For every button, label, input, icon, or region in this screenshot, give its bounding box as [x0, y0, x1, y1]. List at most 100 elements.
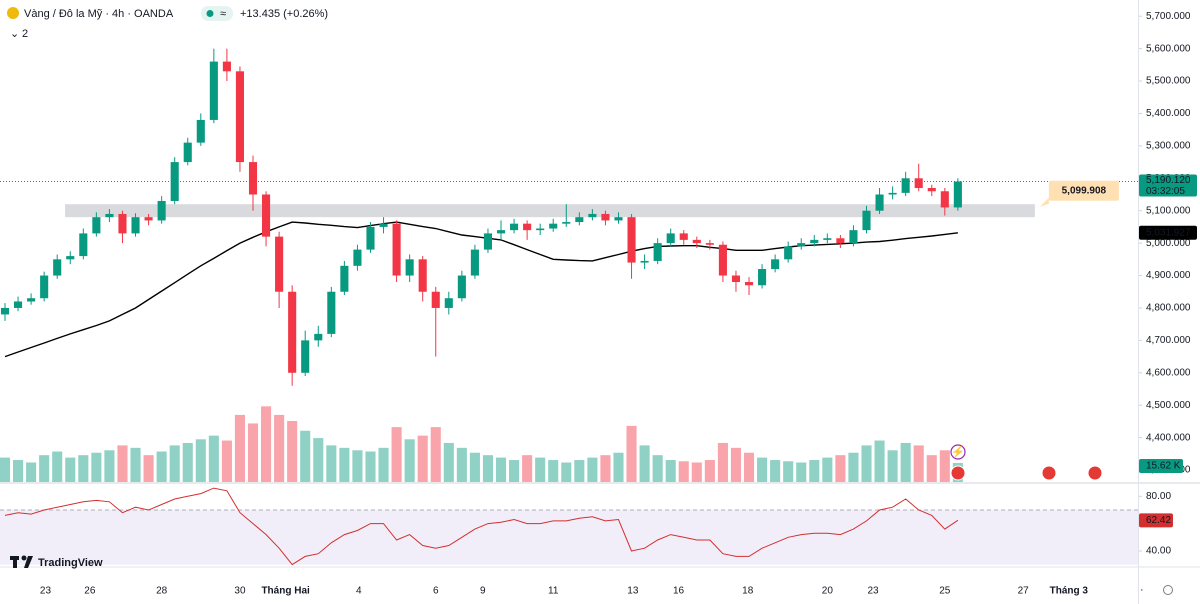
- price-change: +13.435 (+0.26%): [240, 8, 328, 20]
- x-tick-label: 11: [548, 586, 559, 597]
- volume-bar: [143, 455, 154, 482]
- volume-bar: [522, 455, 533, 482]
- volume-bar: [874, 440, 885, 482]
- volume-bar: [743, 452, 755, 482]
- event-icon[interactable]: [950, 444, 966, 460]
- candle-body: [953, 181, 962, 208]
- x-tick-label: 16: [673, 586, 685, 597]
- last-price-box: [1139, 174, 1197, 197]
- volume-bar: [39, 455, 50, 482]
- candle-body: [927, 188, 936, 192]
- candle-body: [14, 301, 23, 308]
- rsi-tick-label: 40.00: [1146, 546, 1171, 557]
- symbol-title: Vàng / Đô la Mỹ · 4h · OANDA: [24, 8, 174, 20]
- candle-body: [914, 178, 923, 189]
- candle-body: [523, 223, 532, 231]
- volume-bar: [613, 452, 624, 482]
- volume-bar: [887, 450, 898, 482]
- volume-bar: [783, 461, 794, 482]
- volume-bar: [561, 462, 572, 482]
- candle-body: [679, 233, 688, 240]
- volume-bar: [300, 430, 311, 482]
- candle-body: [601, 213, 610, 221]
- price-zone: [65, 204, 1035, 218]
- candle-body: [575, 217, 584, 223]
- volume-bar: [548, 460, 559, 482]
- volume-bar: [443, 442, 454, 482]
- volume-bar: [78, 455, 89, 482]
- volume-bar: [848, 452, 859, 482]
- volume-bar: [626, 425, 637, 482]
- candle-body: [131, 217, 140, 234]
- event-flag[interactable]: [950, 465, 966, 481]
- axis-menu[interactable]: ·: [1140, 584, 1144, 596]
- volume-bar: [417, 435, 428, 482]
- volume-bar: [91, 452, 102, 482]
- status-icon: ≈: [220, 8, 226, 20]
- collapse-icon[interactable]: ⌄: [10, 28, 19, 40]
- volume-bar: [913, 445, 924, 482]
- volume-bar: [600, 455, 611, 482]
- volume-bar: [809, 460, 820, 482]
- status-pill: [201, 6, 233, 21]
- x-tick-label: 26: [84, 586, 96, 597]
- candle-body: [157, 200, 166, 221]
- y-tick-label: 4,600.000: [1146, 367, 1191, 378]
- candle-body: [666, 233, 675, 244]
- candle-body: [262, 194, 271, 237]
- volume-bar: [352, 450, 363, 482]
- volume-bar: [574, 460, 585, 482]
- volume-bar: [900, 442, 911, 482]
- event-flag[interactable]: [1087, 465, 1103, 481]
- candle-body: [118, 213, 127, 234]
- volume-bar: [287, 421, 298, 482]
- candle-body: [444, 298, 453, 308]
- annotation-box: [1048, 180, 1119, 201]
- candle-body: [53, 259, 62, 276]
- candle-body: [705, 243, 714, 245]
- logo-part: [13, 556, 17, 568]
- candle-body: [209, 61, 218, 120]
- candle-body: [144, 217, 153, 221]
- volume-bar: [495, 457, 507, 482]
- y-tick-label: 5,700.000: [1146, 11, 1191, 22]
- candle-body: [614, 217, 623, 221]
- volume-bar: [261, 406, 272, 482]
- candle-body: [79, 233, 88, 257]
- event-glyph: ⚡: [951, 445, 965, 458]
- settings-icon[interactable]: [1163, 585, 1173, 595]
- candle-body: [105, 213, 114, 218]
- x-tick-label: 28: [156, 586, 168, 597]
- candle-body: [27, 298, 36, 302]
- x-tick-label: Tháng Hai: [261, 586, 310, 597]
- last-price-label: 5,190.120: [1146, 175, 1191, 186]
- y-tick-label: 5,400.000: [1146, 108, 1191, 119]
- x-tick-label: 23: [40, 586, 52, 597]
- candle-body: [470, 249, 479, 276]
- event-flag[interactable]: [1041, 465, 1057, 481]
- candle-body: [731, 275, 741, 283]
- candle-body: [744, 282, 754, 286]
- ma-label: 5,031.927: [1146, 227, 1191, 238]
- candle-body: [483, 233, 493, 250]
- rsi-line: [4, 487, 959, 566]
- x-tick-label: 13: [627, 586, 639, 597]
- volume-bar: [757, 457, 768, 482]
- candle-body: [888, 192, 897, 195]
- volume-bar: [378, 447, 389, 482]
- candle-body: [810, 239, 819, 244]
- volume-bar: [130, 447, 141, 482]
- candle-body: [392, 223, 401, 276]
- volume-bar: [939, 450, 950, 482]
- volume-bar: [404, 439, 415, 482]
- volume-bar: [391, 427, 402, 482]
- candle-body: [496, 230, 506, 234]
- volume-bar: [65, 457, 76, 482]
- indicator-count: 2: [22, 28, 28, 40]
- volume-bar: [169, 445, 180, 482]
- candle-body: [692, 239, 701, 244]
- x-tick-label: Tháng 3: [1050, 586, 1089, 597]
